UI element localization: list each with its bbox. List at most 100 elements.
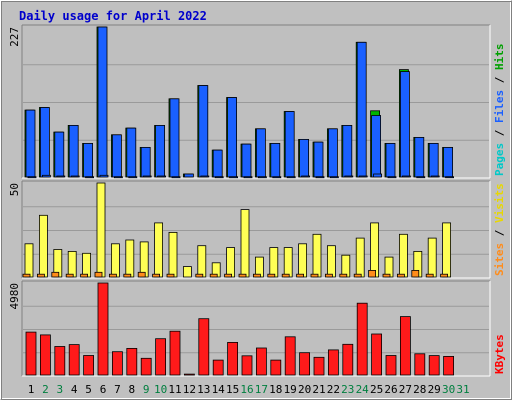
bar-visits-day-15 <box>226 247 236 278</box>
bar-files-day-10 <box>155 125 166 178</box>
bar-pages-day-8 <box>128 176 138 179</box>
bar-files-day-24 <box>356 41 367 178</box>
bar-files-day-26 <box>385 142 396 178</box>
day-label-22: 22 <box>327 383 340 396</box>
bar-kbytes-day-22 <box>327 349 339 376</box>
bar-pages-day-19 <box>286 176 296 179</box>
bar-pages-day-23 <box>344 175 354 178</box>
bar-sites-day-4 <box>65 273 74 278</box>
bar-kbytes-day-19 <box>284 336 296 376</box>
bar-visits-day-13 <box>197 245 207 278</box>
chart-title: Daily usage for April 2022 <box>19 9 207 23</box>
bar-sites-day-16 <box>238 273 247 278</box>
day-label-3: 3 <box>56 383 63 396</box>
day-label-10: 10 <box>154 383 167 396</box>
bar-kbytes-day-27 <box>399 316 411 376</box>
day-label-5: 5 <box>85 383 92 396</box>
legend-entry: Visits <box>493 183 506 223</box>
bar-files-day-7 <box>112 134 122 178</box>
bar-kbytes-day-21 <box>313 356 325 376</box>
bar-kbytes-day-10 <box>155 338 167 376</box>
bar-files-day-27 <box>399 71 410 178</box>
bar-kbytes-day-15 <box>227 341 239 376</box>
bar-pages-day-10 <box>157 175 167 178</box>
bar-pages-day-4 <box>70 175 80 178</box>
day-label-1: 1 <box>28 383 35 396</box>
bar-files-day-20 <box>299 138 310 178</box>
day-label-17: 17 <box>255 383 268 396</box>
bar-pages-day-25 <box>373 173 383 178</box>
bar-pages-day-14 <box>214 176 224 179</box>
bar-files-day-8 <box>126 127 137 178</box>
bar-sites-day-3 <box>51 271 60 278</box>
legend-entry: Files <box>493 90 506 123</box>
bar-pages-day-24 <box>358 175 368 178</box>
bar-sites-day-6 <box>94 271 103 278</box>
day-label-7: 7 <box>114 383 121 396</box>
panel-kbytes: 4980 KBytes <box>8 280 506 377</box>
bar-visits-day-10 <box>154 222 164 278</box>
bar-kbytes-day-9 <box>140 357 152 376</box>
bar-kbytes-day-25 <box>371 333 383 376</box>
bar-pages-day-1 <box>27 176 37 179</box>
bar-visits-day-21 <box>312 233 322 278</box>
day-label-29: 29 <box>428 383 441 396</box>
bar-sites-day-20 <box>296 273 305 278</box>
bar-sites-day-25 <box>368 269 377 278</box>
bar-files-day-18 <box>270 142 281 178</box>
bar-visits-day-22 <box>326 245 336 278</box>
bar-files-day-11 <box>169 98 180 178</box>
bar-sites-day-23 <box>339 273 348 278</box>
bar-pages-day-26 <box>387 176 397 179</box>
bar-visits-day-2 <box>39 214 48 278</box>
bar-sites-day-28 <box>411 269 420 278</box>
bar-visits-day-6 <box>96 182 106 278</box>
bar-files-day-4 <box>68 125 79 178</box>
bar-pages-day-3 <box>56 175 66 178</box>
bar-visits-day-27 <box>398 233 408 278</box>
bar-files-day-2 <box>40 107 50 178</box>
bar-sites-day-26 <box>382 273 391 278</box>
bar-kbytes-day-20 <box>299 352 311 376</box>
bar-visits-day-18 <box>269 247 279 278</box>
bar-sites-day-11 <box>166 273 175 278</box>
bar-kbytes-day-28 <box>414 353 426 376</box>
bar-files-day-28 <box>414 136 425 178</box>
bar-sites-day-5 <box>80 273 88 278</box>
bar-kbytes-day-6 <box>97 282 109 376</box>
bar-pages-day-17 <box>257 176 267 179</box>
y-max-label: 50 <box>8 183 21 196</box>
bar-sites-day-27 <box>396 273 405 278</box>
day-label-11: 11 <box>168 383 181 396</box>
bar-files-day-19 <box>284 111 295 178</box>
bar-pages-day-5 <box>85 176 94 179</box>
bar-sites-day-1 <box>22 273 31 278</box>
legend-entry: / <box>493 70 506 90</box>
legend-entry: KBytes <box>493 334 506 374</box>
bar-pages-day-15 <box>229 176 239 179</box>
day-label-19: 19 <box>284 383 297 396</box>
day-label-12: 12 <box>183 383 196 396</box>
panel-legend: Sites / Visits <box>493 183 506 276</box>
bar-files-day-12 <box>183 173 194 178</box>
bar-files-day-30 <box>443 146 454 178</box>
bar-sites-day-21 <box>310 273 319 278</box>
bar-sites-day-22 <box>324 273 333 278</box>
bar-kbytes-day-29 <box>428 355 440 376</box>
day-label-9: 9 <box>143 383 150 396</box>
bar-pages-day-7 <box>114 176 123 179</box>
bar-files-day-13 <box>198 85 209 178</box>
day-label-28: 28 <box>413 383 426 396</box>
bar-files-day-14 <box>212 149 223 178</box>
bar-pages-day-18 <box>272 176 282 179</box>
bar-kbytes-day-2 <box>40 334 51 376</box>
day-label-2: 2 <box>42 383 49 396</box>
bar-kbytes-day-18 <box>270 359 282 376</box>
bar-files-day-6 <box>97 26 108 178</box>
bar-sites-day-24 <box>353 273 362 278</box>
day-label-23: 23 <box>341 383 354 396</box>
bar-visits-day-30 <box>442 222 452 278</box>
bar-visits-day-23 <box>341 254 351 278</box>
